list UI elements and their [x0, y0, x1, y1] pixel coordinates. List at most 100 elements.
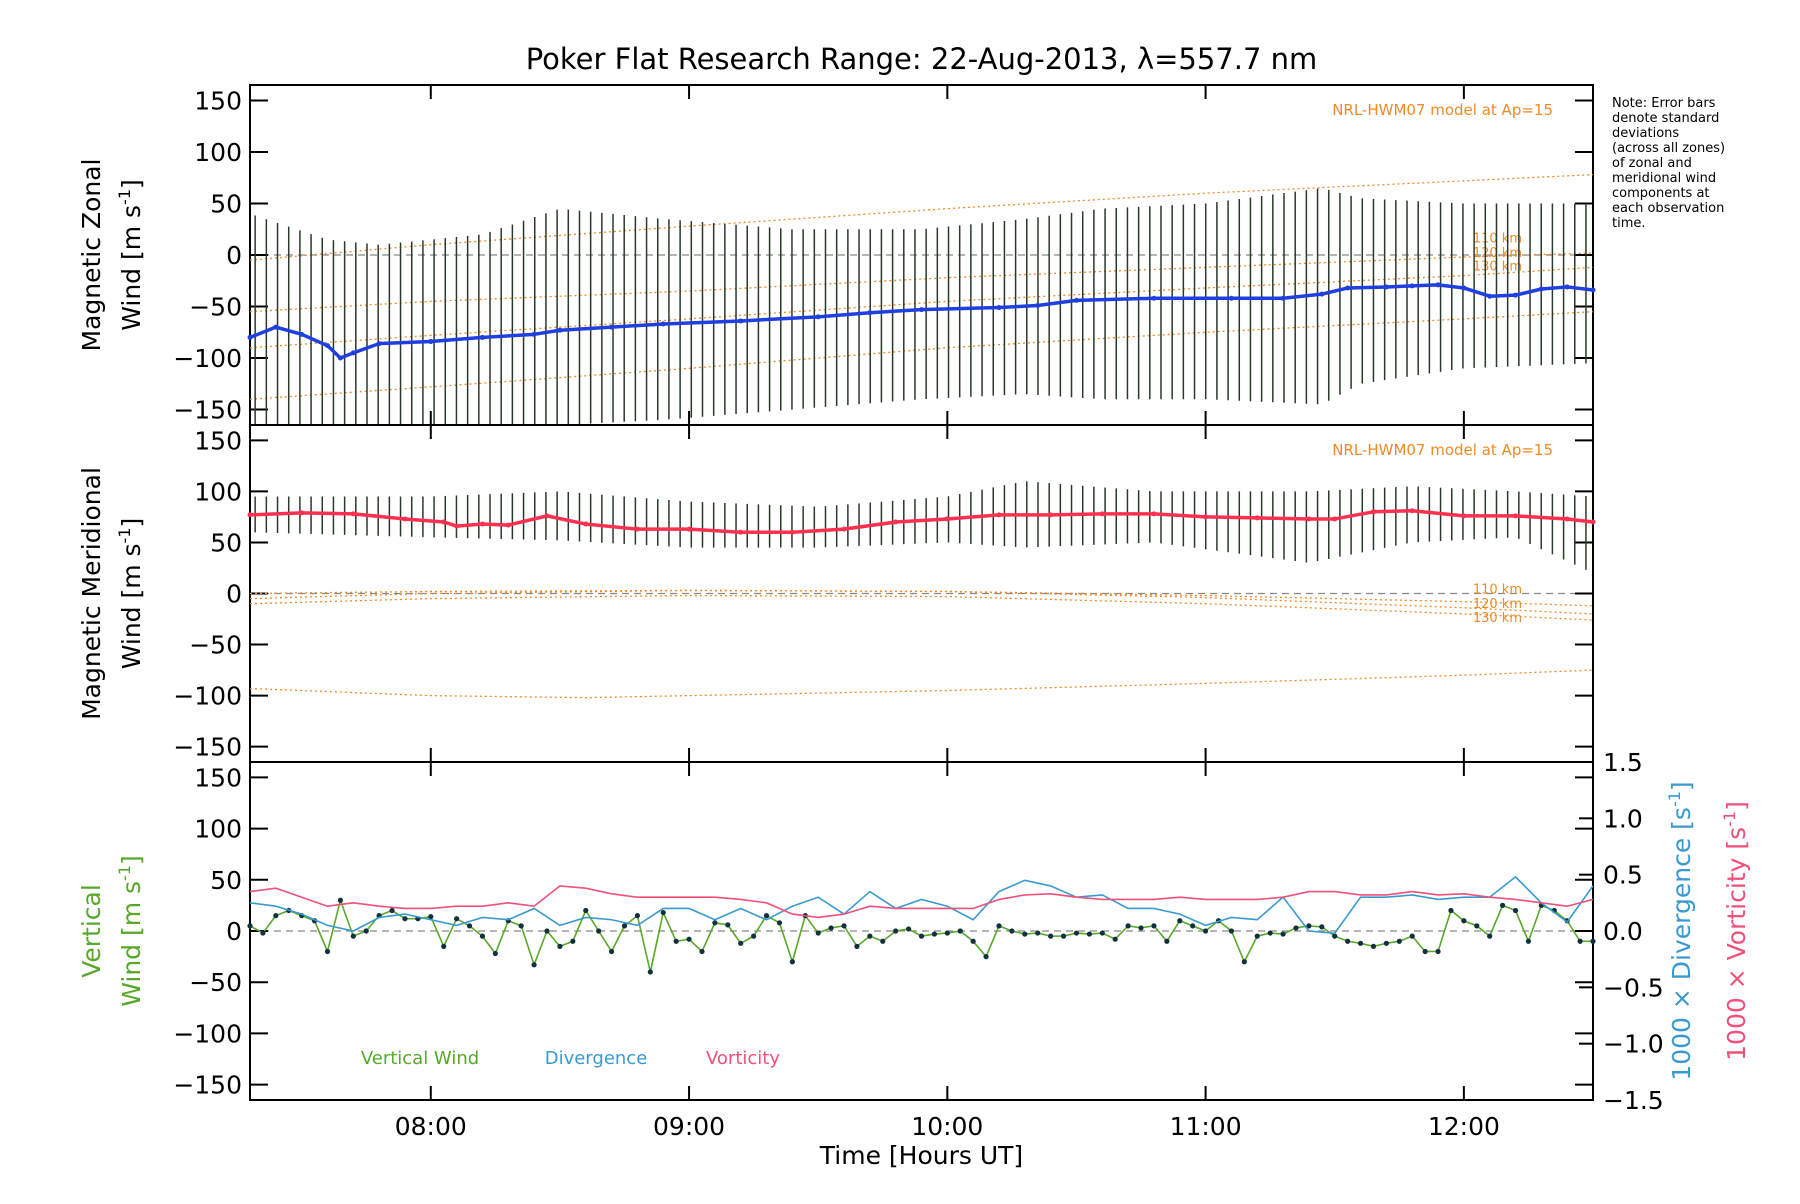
- wind-point: [247, 512, 253, 518]
- vertical-wind-point: [983, 954, 989, 960]
- wind-point: [531, 331, 537, 337]
- wind-point: [402, 516, 408, 522]
- divergence-line: [249, 875, 1594, 935]
- vertical-wind-point: [996, 923, 1002, 929]
- wind-point: [1487, 293, 1493, 299]
- vertical-wind-point: [583, 907, 589, 914]
- vertical-wind-point: [1086, 931, 1092, 937]
- vertical-wind-point: [531, 962, 537, 968]
- vertical-wind-point: [428, 914, 434, 920]
- note-line: components at: [1612, 186, 1710, 201]
- wind-point: [1590, 519, 1596, 525]
- y-axis-label: Vertical: [77, 884, 106, 978]
- wind-point: [867, 310, 873, 316]
- wind-point: [1513, 513, 1519, 519]
- vertical-wind-point: [402, 916, 408, 922]
- y-tick-label: 0: [226, 241, 242, 270]
- y-tick-label: −50: [189, 293, 242, 322]
- y-tick-label: −150: [173, 396, 242, 425]
- wind-point: [1538, 286, 1544, 292]
- model-curve: [249, 669, 1594, 699]
- vertical-wind-point: [957, 928, 963, 934]
- vertical-wind-point: [725, 922, 731, 928]
- wind-point: [557, 327, 563, 333]
- vertical-wind-point: [1293, 925, 1299, 931]
- note-line: denote standard: [1612, 111, 1720, 126]
- vertical-wind-point: [1138, 925, 1144, 931]
- wind-point: [376, 341, 382, 347]
- vertical-wind-point: [247, 923, 253, 929]
- vertical-wind-point: [621, 923, 628, 929]
- wind-point: [1073, 297, 1079, 303]
- vertical-wind-point: [441, 943, 447, 949]
- x-tick-label: 11:00: [1170, 1112, 1242, 1141]
- vertical-wind-point: [1190, 923, 1196, 929]
- wind-point: [247, 334, 253, 340]
- vertical-wind-point: [828, 925, 834, 931]
- right-axis-label-vorticity: 1000 × Vorticity [s-1]: [1720, 801, 1751, 1061]
- vertical-wind-point: [1280, 931, 1286, 937]
- vertical-wind-point: [1228, 928, 1235, 934]
- x-axis-label: Time [Hours UT]: [819, 1141, 1023, 1170]
- wind-point: [996, 305, 1002, 311]
- wind-point: [893, 519, 899, 525]
- model-curve: [249, 266, 1594, 349]
- wind-point: [1383, 284, 1389, 290]
- wind-point: [441, 519, 447, 525]
- wind-point: [1461, 285, 1467, 291]
- right-axis-label-divergence: 1000 × Divergence [s-1]: [1665, 781, 1696, 1080]
- y-tick-label: −150: [173, 733, 242, 762]
- vertical-wind-point: [815, 930, 821, 936]
- wind-point: [479, 334, 485, 340]
- vertical-wind-point: [854, 943, 860, 949]
- vertical-wind-point: [596, 928, 602, 934]
- wind-point: [1370, 509, 1376, 515]
- vertical-wind-point: [1500, 902, 1506, 908]
- vertical-wind-point: [1461, 918, 1467, 924]
- vertical-wind-point: [1487, 933, 1493, 939]
- vertical-wind-point: [1590, 938, 1596, 944]
- vertical-wind-point: [454, 916, 460, 922]
- vertical-wind-point: [931, 931, 938, 937]
- vertical-wind-point: [1151, 923, 1157, 929]
- vertical-wind-point: [1202, 928, 1209, 934]
- model-curve: [249, 589, 1594, 615]
- vertical-wind-point: [867, 933, 873, 939]
- vertical-wind-point: [1060, 933, 1067, 939]
- vertical-wind-point: [841, 923, 847, 929]
- vertical-wind-point: [1409, 933, 1415, 939]
- wind-point: [1151, 511, 1157, 517]
- x-tick-label: 08:00: [395, 1112, 467, 1141]
- wind-point: [919, 307, 924, 313]
- vertical-wind-point: [776, 920, 783, 926]
- note-line: meridional wind: [1612, 171, 1717, 186]
- model-level-label: 110 km: [1473, 583, 1522, 598]
- vertical-wind-point: [260, 930, 266, 936]
- wind-point: [1564, 284, 1570, 290]
- wind-point: [1332, 516, 1338, 522]
- vertical-wind-point: [944, 930, 950, 936]
- y-tick-label: 100: [194, 477, 242, 506]
- y-axis-label: Wind [m s-1]: [115, 855, 146, 1007]
- vertical-wind-point: [1048, 933, 1054, 939]
- wind-point: [1254, 515, 1260, 521]
- wind-point: [544, 513, 550, 519]
- wind-point: [789, 529, 795, 535]
- wind-point: [841, 526, 847, 532]
- note-line: of zonal and: [1612, 156, 1692, 171]
- meridional-wind-line: [249, 509, 1594, 534]
- wind-point: [634, 526, 640, 532]
- vertical-wind-point: [273, 913, 279, 919]
- vertical-wind-point: [789, 959, 795, 965]
- y-tick-label: 0: [226, 917, 242, 946]
- vertical-wind-point: [893, 928, 899, 934]
- note-line: time.: [1612, 216, 1646, 231]
- wind-point: [738, 318, 744, 324]
- zonal-wind-line: [249, 283, 1594, 360]
- x-tick-label: 09:00: [653, 1112, 725, 1141]
- model-level-label: 120 km: [1473, 597, 1522, 612]
- wind-point: [1513, 292, 1519, 298]
- y-tick-label: −100: [173, 344, 242, 373]
